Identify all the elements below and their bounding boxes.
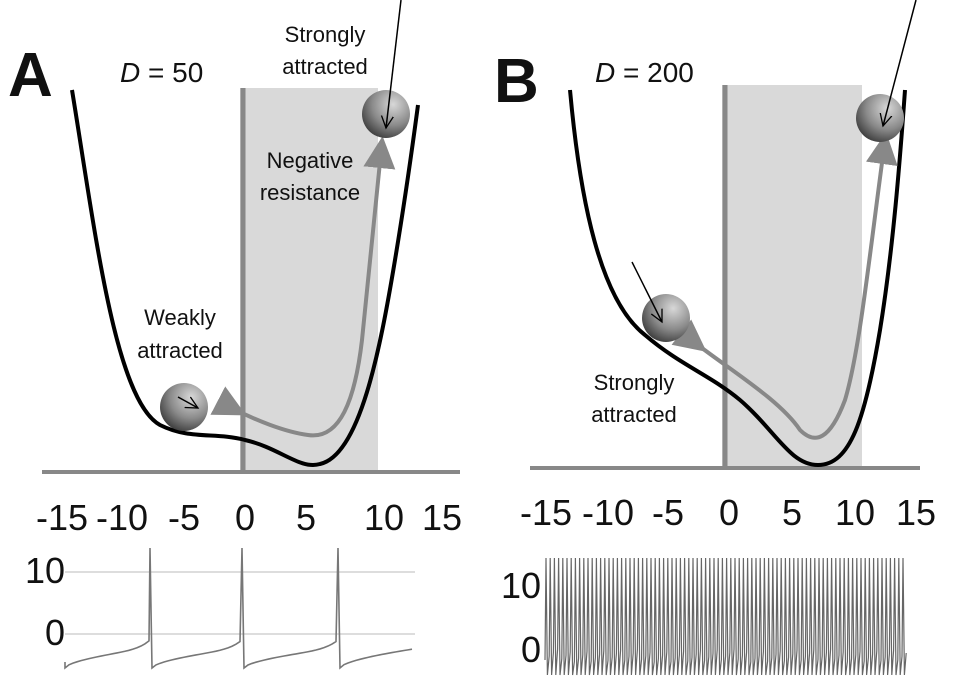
panel-b: B D = 200 Strongly attracted <box>494 0 920 676</box>
x-tick-label: 15 <box>896 492 936 533</box>
note: resistance <box>260 180 360 205</box>
x-tick-label: -15 <box>520 492 572 533</box>
note: Weakly <box>144 305 216 330</box>
force-arrow <box>883 0 917 126</box>
x-tick-label: -15 <box>36 497 88 538</box>
force-arrow <box>386 0 402 128</box>
trace-tick-label: 10 <box>501 565 541 606</box>
ball <box>160 383 208 431</box>
x-tick-label: -5 <box>652 492 684 533</box>
voltage-trace <box>64 547 413 670</box>
voltage-trace <box>544 557 907 676</box>
ball <box>362 90 410 138</box>
ball <box>642 294 690 342</box>
note: Strongly <box>285 22 366 47</box>
condition-value: = 200 <box>615 57 694 88</box>
trace-tick-label: 10 <box>25 550 65 591</box>
panel-a: A D = 50 Strongly attracted Negative res… <box>8 0 460 670</box>
x-tick-label: -5 <box>168 497 200 538</box>
x-tick-label: 10 <box>835 492 875 533</box>
potential-curve <box>70 89 420 467</box>
x-tick-label: 0 <box>719 492 739 533</box>
trace-tick-label: 0 <box>45 612 65 653</box>
condition: D = 200 <box>595 57 694 88</box>
force-arrow <box>177 396 198 408</box>
trajectory <box>210 136 396 438</box>
ball <box>856 94 904 142</box>
x-tick-label: 15 <box>422 497 462 538</box>
force-arrow <box>631 261 663 322</box>
panel-label: A <box>8 41 53 110</box>
note: Negative <box>267 148 354 173</box>
trace-tick-label: 0 <box>521 629 541 670</box>
note: attracted <box>591 402 677 427</box>
symbol: D <box>120 57 140 88</box>
x-tick-label: -10 <box>96 497 148 538</box>
trajectory <box>671 132 898 440</box>
condition-value: = 50 <box>140 57 203 88</box>
x-tick-label: 5 <box>296 497 316 538</box>
condition: D = 50 <box>120 57 203 88</box>
note: attracted <box>282 54 368 79</box>
symbol: D <box>595 57 615 88</box>
x-tick-label: -10 <box>582 492 634 533</box>
note: Strongly <box>594 370 675 395</box>
note: attracted <box>137 338 223 363</box>
x-tick-label: 5 <box>782 492 802 533</box>
panel-label: B <box>494 47 539 116</box>
x-tick-label: 0 <box>235 497 255 538</box>
x-tick-label: 10 <box>364 497 404 538</box>
